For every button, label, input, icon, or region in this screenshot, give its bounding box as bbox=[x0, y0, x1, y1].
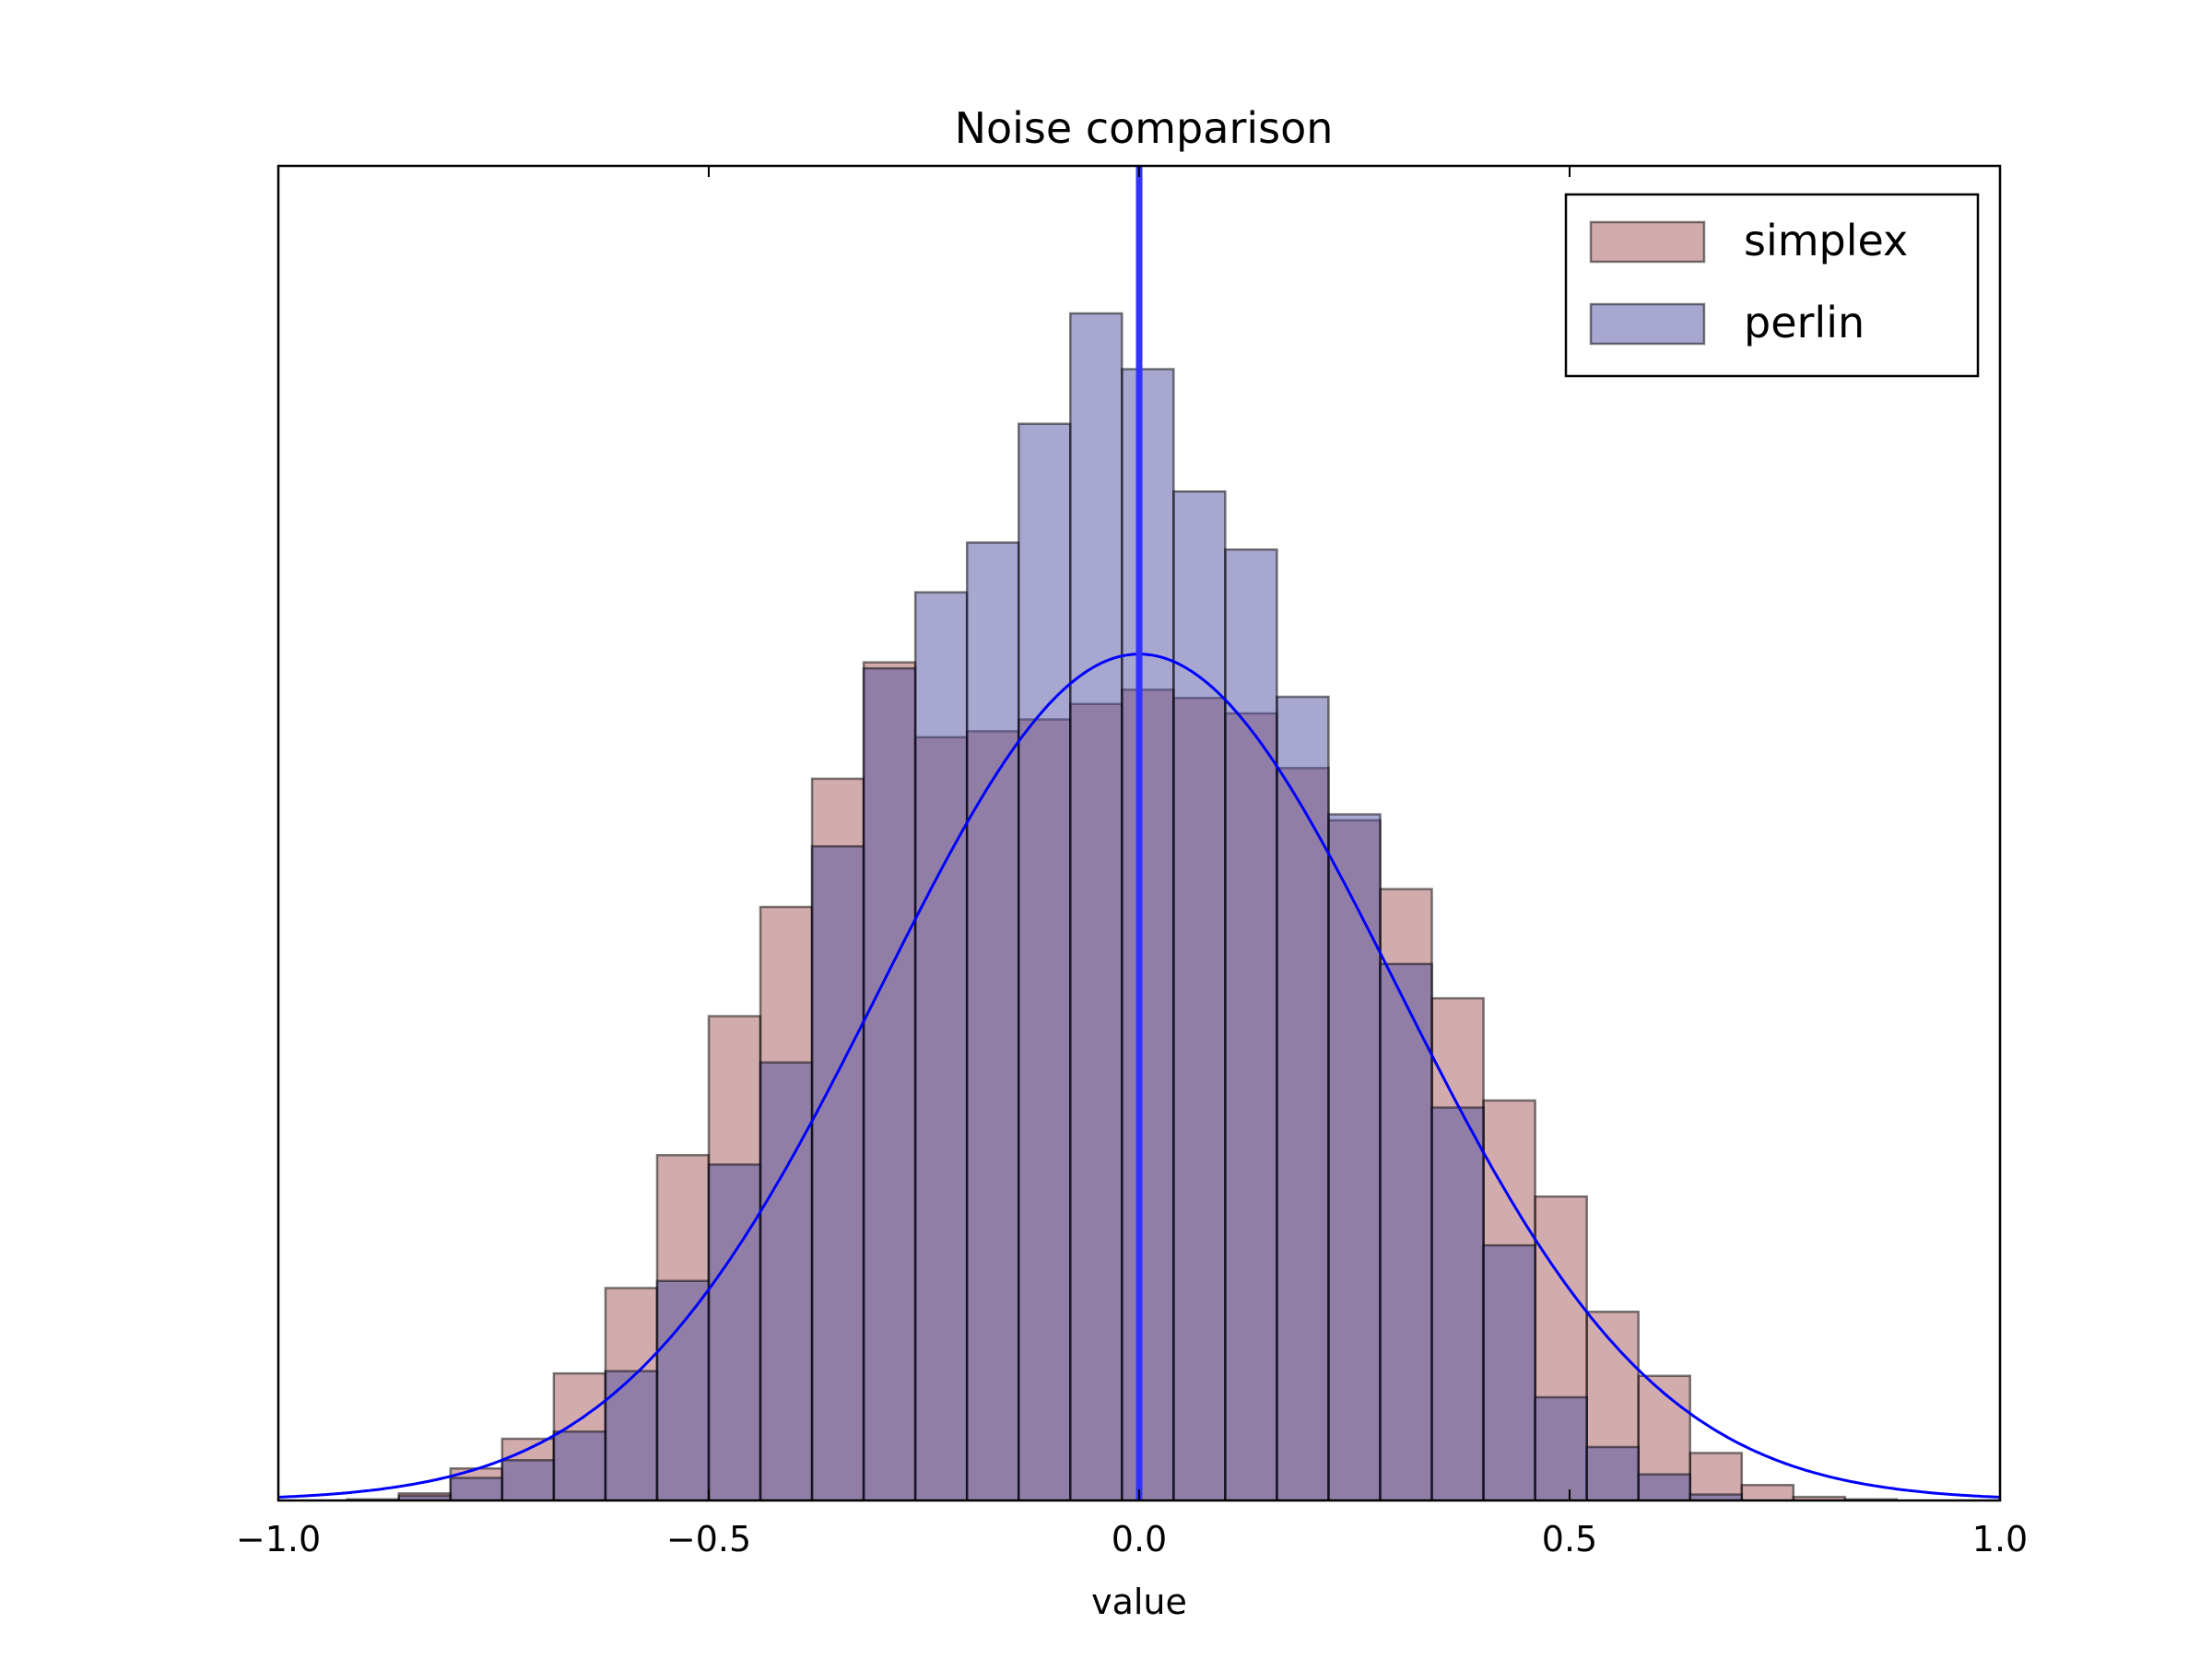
perlin-bar bbox=[450, 1477, 502, 1500]
simplex-bar-outline bbox=[1637, 1374, 1692, 1500]
perlin-bar bbox=[1018, 423, 1071, 1501]
series-perlin bbox=[397, 312, 1744, 1501]
perlin-bar bbox=[760, 1062, 813, 1500]
perlin-bar-outline bbox=[1637, 1473, 1692, 1500]
simplex-bar-outline bbox=[1740, 1484, 1795, 1500]
x-tick-label: 1.0 bbox=[1972, 1519, 2028, 1559]
perlin-bar bbox=[605, 1371, 657, 1500]
perlin-bar bbox=[553, 1431, 606, 1500]
x-tick-label: 0.0 bbox=[1112, 1519, 1167, 1559]
perlin-bar bbox=[1277, 697, 1329, 1500]
simplex-bar bbox=[1689, 1453, 1742, 1500]
x-axis-ticks: −1.0 −0.5 0.0 0.5 1.0 bbox=[236, 166, 2028, 1559]
perlin-bar bbox=[398, 1495, 451, 1500]
perlin-bar-outline bbox=[1482, 1243, 1536, 1500]
perlin-bar bbox=[1380, 963, 1432, 1500]
perlin-bar bbox=[812, 846, 865, 1500]
perlin-bar bbox=[1638, 1474, 1690, 1500]
legend-swatch-perlin bbox=[1589, 302, 1706, 346]
simplex-bar bbox=[1793, 1497, 1845, 1500]
x-axis-label: value bbox=[1091, 1582, 1187, 1622]
histogram-bars bbox=[346, 312, 1899, 1501]
perlin-bar bbox=[709, 1164, 761, 1500]
perlin-bar bbox=[1225, 549, 1277, 1500]
perlin-bar bbox=[915, 592, 968, 1500]
legend: simplex perlin bbox=[1564, 193, 1980, 378]
legend-swatch-simplex bbox=[1589, 220, 1706, 264]
perlin-bar-outline bbox=[1688, 1493, 1744, 1500]
perlin-bar bbox=[1483, 1245, 1535, 1500]
perlin-bar bbox=[1070, 313, 1123, 1500]
legend-label-perlin: perlin bbox=[1744, 298, 1865, 347]
simplex-bar bbox=[1741, 1485, 1794, 1500]
perlin-bar bbox=[1689, 1494, 1742, 1500]
legend-label-simplex: simplex bbox=[1744, 216, 1908, 265]
chart-title: Noise comparison bbox=[955, 103, 1334, 153]
perlin-bar bbox=[1586, 1447, 1639, 1500]
perlin-bar bbox=[864, 668, 916, 1500]
perlin-bar bbox=[656, 1280, 709, 1500]
x-tick-label: −0.5 bbox=[666, 1519, 751, 1559]
x-tick-label: −1.0 bbox=[236, 1519, 321, 1559]
perlin-bar bbox=[1328, 814, 1381, 1500]
perlin-bar bbox=[501, 1460, 554, 1500]
perlin-bar bbox=[967, 542, 1019, 1500]
perlin-bar bbox=[1431, 1107, 1484, 1500]
x-tick-label: 0.5 bbox=[1542, 1519, 1597, 1559]
perlin-bar bbox=[1173, 491, 1226, 1501]
perlin-bar bbox=[1122, 369, 1174, 1500]
perlin-bar bbox=[1535, 1396, 1587, 1500]
